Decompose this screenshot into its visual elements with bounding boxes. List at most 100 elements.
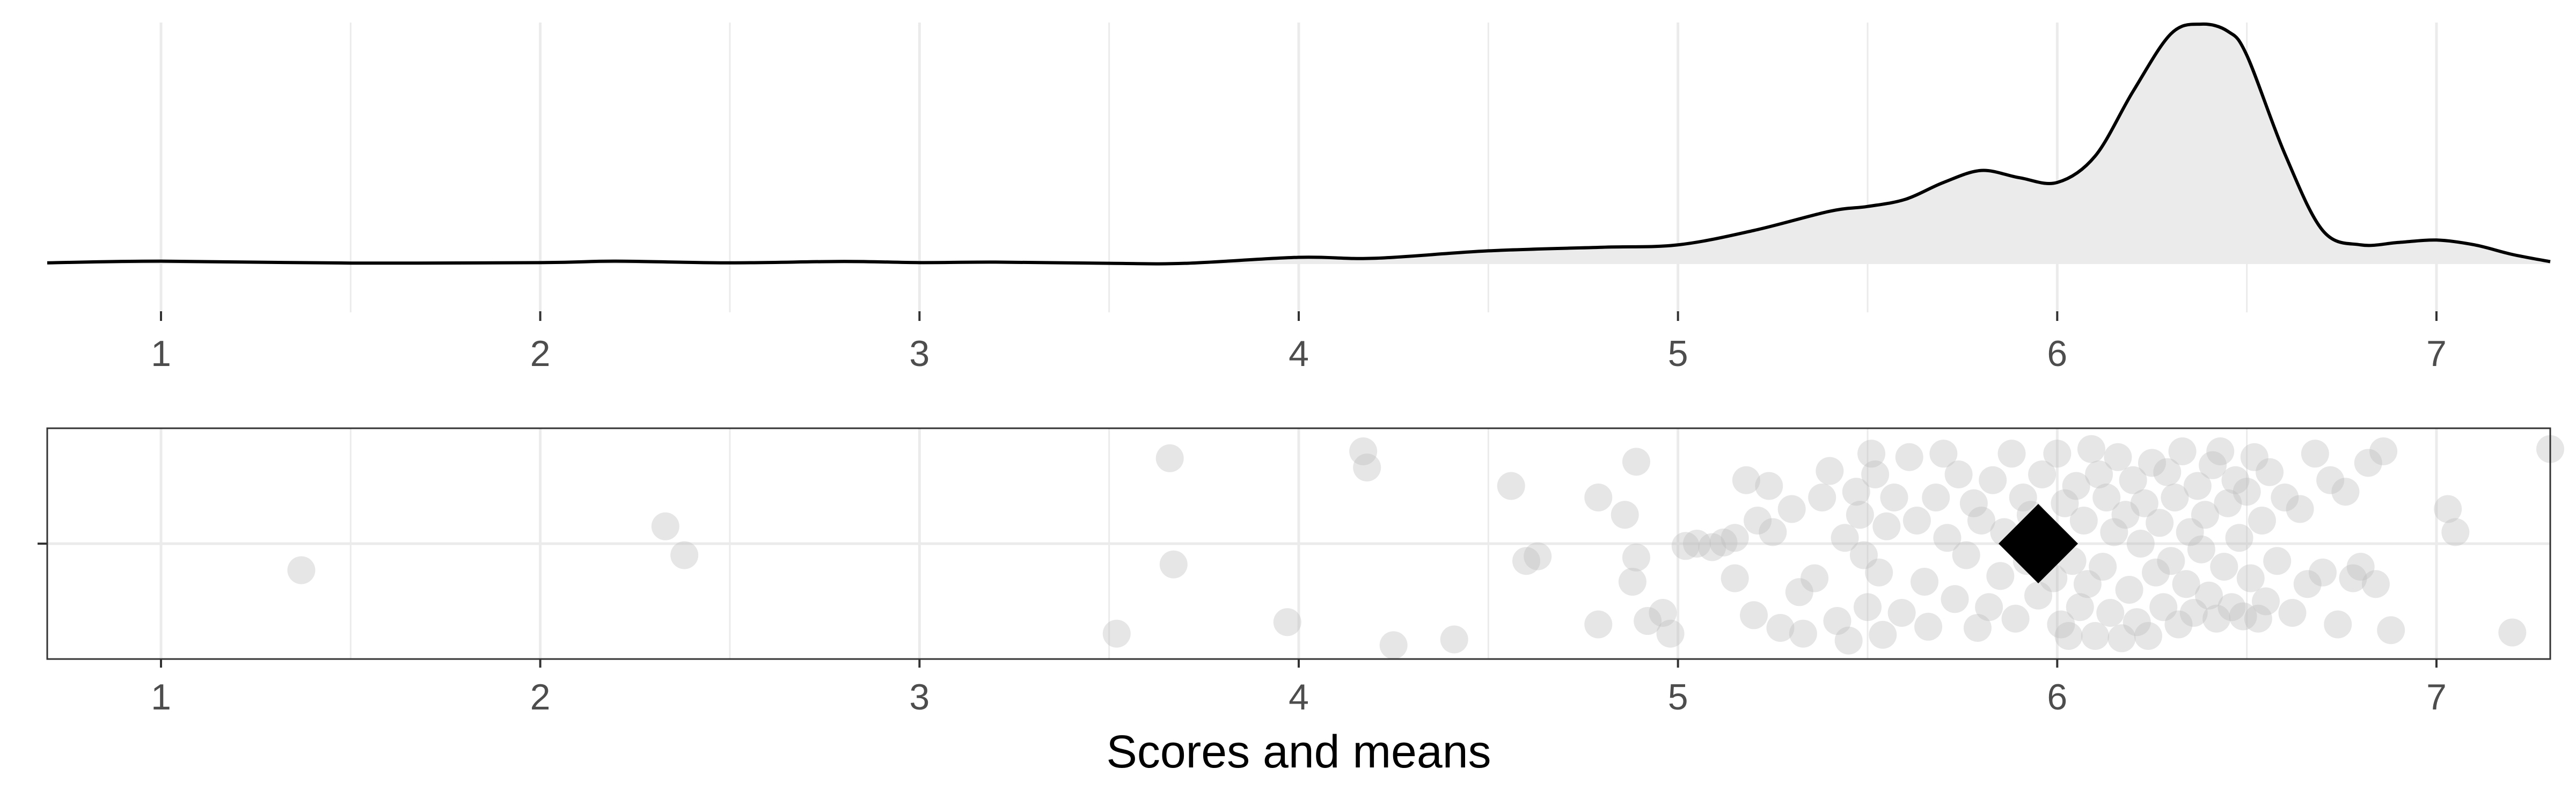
jitter-point xyxy=(651,512,679,540)
jitter-point xyxy=(2331,478,2360,506)
jitter-point xyxy=(2126,530,2155,558)
jitter-point xyxy=(2081,622,2109,650)
jitter-point xyxy=(1611,501,1639,529)
jitter-point xyxy=(1584,484,1613,511)
jitter-point xyxy=(2229,602,2257,631)
jitter-point xyxy=(1823,607,1851,635)
jitter-point xyxy=(1671,532,1700,560)
jitter-point xyxy=(2138,449,2166,477)
mean-diamond-marker xyxy=(1999,504,2078,583)
jitter-point xyxy=(1789,619,1817,648)
jitter-panel: 1 2 3 4 5 6 7 Scores and means xyxy=(38,427,2564,778)
jitter-point xyxy=(2225,524,2253,552)
jitter-point xyxy=(2073,570,2102,598)
jitter-point xyxy=(1709,528,1738,557)
jitter-point xyxy=(1857,440,1886,468)
jitter-x-tick-label: 6 xyxy=(2047,677,2067,718)
density-x-tick-label: 5 xyxy=(1668,333,1688,374)
jitter-grid xyxy=(47,428,2550,659)
jitter-point xyxy=(2248,507,2276,535)
jitter-point xyxy=(1911,567,1938,596)
jitter-point xyxy=(1618,567,1646,596)
jitter-point xyxy=(2244,604,2272,633)
jitter-point xyxy=(2111,501,2140,529)
jitter-point xyxy=(1698,533,1726,561)
jitter-point xyxy=(1967,507,1995,535)
jitter-point xyxy=(2028,460,2057,488)
jitter-point xyxy=(1808,484,1836,511)
jitter-point xyxy=(2240,443,2268,471)
jitter-point xyxy=(2301,440,2329,468)
density-x-axis: 1 2 3 4 5 6 7 xyxy=(151,311,2447,374)
jitter-point xyxy=(1102,619,1131,648)
jitter-point xyxy=(1869,620,1897,649)
x-axis-title: Scores and means xyxy=(1106,726,1491,778)
jitter-point xyxy=(1854,593,1882,621)
jitter-point xyxy=(2149,593,2178,621)
jitter-point xyxy=(2051,489,2079,517)
jitter-point xyxy=(2123,608,2151,636)
jitter-x-tick-label: 1 xyxy=(151,677,171,718)
jitter-point xyxy=(1842,478,1870,506)
jitter-point xyxy=(1986,562,2015,590)
jitter-point xyxy=(1801,564,1829,592)
jitter-point xyxy=(2441,518,2470,546)
jitter-point xyxy=(1831,524,1859,552)
jitter-point xyxy=(2130,489,2158,517)
jitter-point xyxy=(1887,599,1916,627)
jitter-point xyxy=(2157,547,2185,575)
jitter-point xyxy=(1622,543,1650,572)
jitter-point xyxy=(2043,440,2072,468)
jitter-point xyxy=(1732,466,1760,494)
jitter-point xyxy=(2134,622,2162,650)
jitter-point xyxy=(2168,437,2197,465)
jitter-point xyxy=(1353,453,1381,482)
jitter-x-axis: 1 2 3 4 5 6 7 xyxy=(151,659,2447,718)
jitter-point xyxy=(1963,613,1992,642)
density-x-tick-label: 7 xyxy=(2426,333,2447,374)
jitter-point xyxy=(1785,578,1813,606)
jitter-point xyxy=(1584,610,1613,639)
jitter-point xyxy=(2176,518,2204,546)
jitter-point xyxy=(1834,626,1863,655)
density-panel: 1 2 3 4 5 6 7 xyxy=(47,22,2551,374)
jitter-point xyxy=(2077,435,2105,463)
jitter-point xyxy=(1861,460,1890,488)
jitter-point xyxy=(1622,448,1650,476)
jitter-point xyxy=(1922,484,1950,511)
density-x-tick-label: 6 xyxy=(2047,333,2067,374)
jitter-point xyxy=(2085,460,2113,488)
jitter-point xyxy=(1846,501,1874,529)
jitter-point xyxy=(2096,599,2125,627)
jitter-point xyxy=(1865,558,1893,587)
jitter-point xyxy=(2069,507,2098,535)
jitter-point xyxy=(2104,443,2132,471)
jitter-point xyxy=(1159,550,1188,579)
jitter-point xyxy=(1683,530,1711,558)
jitter-x-tick-label: 7 xyxy=(2426,677,2447,718)
jitter-point xyxy=(1740,601,1768,630)
jitter-x-tick-label: 4 xyxy=(1289,677,1309,718)
jitter-point xyxy=(1721,564,1749,592)
jitter-point xyxy=(1721,524,1749,552)
jitter-point xyxy=(2286,495,2314,523)
jitter-point xyxy=(1914,612,1943,641)
jitter-x-tick-label: 3 xyxy=(909,677,930,718)
jitter-point xyxy=(1895,443,1923,471)
jitter-point xyxy=(1440,625,1468,654)
jitter-point xyxy=(2206,437,2235,465)
jitter-point xyxy=(1656,619,1685,648)
jitter-point xyxy=(2263,547,2292,575)
jitter-point xyxy=(2062,472,2090,500)
jitter-point xyxy=(2009,484,2037,511)
jitter-point xyxy=(2293,570,2322,598)
jitter-point xyxy=(2354,449,2382,477)
jitter-point xyxy=(1744,507,1772,535)
jitter-point xyxy=(1849,541,1878,569)
jitter-point xyxy=(2153,458,2182,486)
jitter-point xyxy=(2191,501,2219,529)
density-x-tick-label: 1 xyxy=(151,333,171,374)
jitter-point xyxy=(1766,613,1795,642)
jitter-point xyxy=(287,556,316,584)
